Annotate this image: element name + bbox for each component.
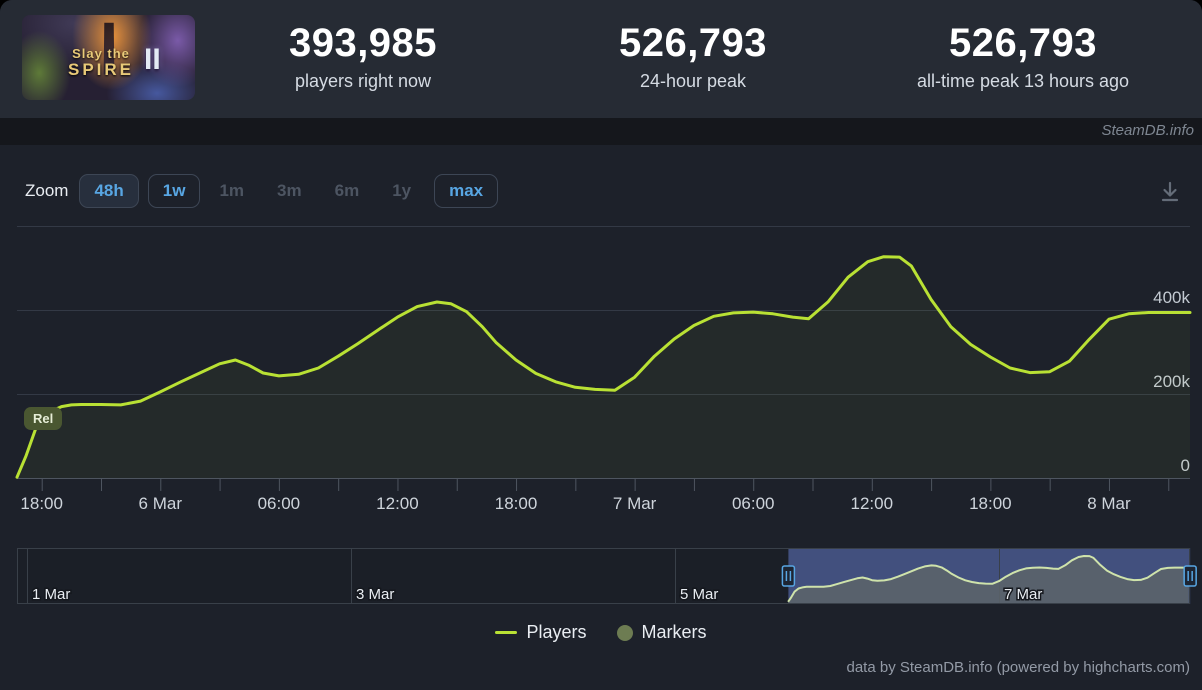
watermark-strip: SteamDB.info bbox=[0, 118, 1202, 145]
legend-label: Players bbox=[526, 622, 587, 642]
zoom-range-button-1m: 1m bbox=[209, 174, 254, 208]
game-logo-numeral: II bbox=[144, 43, 161, 76]
zoom-toolbar: Zoom 48h 1w 1m 3m 6m 1y max bbox=[25, 171, 507, 211]
navigator-right-handle[interactable] bbox=[1183, 565, 1197, 587]
release-marker-badge[interactable]: Rel bbox=[24, 407, 63, 430]
legend-label: Markers bbox=[641, 622, 707, 642]
players-line-chart[interactable]: 0 200k 400k 18:00 6 Mar 06:00 12:00 18:00 7 Mar 0… bbox=[0, 220, 1202, 545]
navigator-series-line bbox=[787, 555, 1189, 603]
header: Slay the SPIRE II 393,985 players right … bbox=[0, 0, 1202, 118]
stat-players-now: 393,985 players right now bbox=[213, 21, 513, 92]
x-axis-label: 12:00 bbox=[851, 494, 894, 513]
x-axis-label: 06:00 bbox=[732, 494, 775, 513]
download-chart-button[interactable] bbox=[1156, 178, 1184, 206]
y-axis-label: 200k bbox=[1153, 372, 1190, 391]
stat-alltime-peak-label: all-time peak 13 hours ago bbox=[916, 71, 1130, 91]
zoom-range-button-max[interactable]: max bbox=[434, 174, 499, 208]
zoom-range-button-6m: 6m bbox=[325, 174, 370, 208]
stat-players-now-value: 393,985 bbox=[288, 21, 438, 65]
game-logo-main: SPIRE bbox=[67, 59, 135, 79]
navigator-axis-label: 3 Mar bbox=[356, 586, 394, 603]
x-axis-label: 7 Mar bbox=[613, 494, 657, 513]
chart-legend: Players Markers bbox=[0, 622, 1202, 643]
legend-item-markers[interactable]: Markers bbox=[616, 622, 707, 643]
zoom-range-button-1w[interactable]: 1w bbox=[147, 174, 201, 208]
players-series-line[interactable] bbox=[15, 255, 1192, 479]
stat-alltime-peak: 526,793 all-time peak 13 hours ago bbox=[848, 21, 1198, 92]
stat-players-now-label: players right now bbox=[294, 71, 432, 91]
game-logo: Slay the SPIRE bbox=[58, 47, 144, 78]
zoom-range-button-48h[interactable]: 48h bbox=[79, 174, 139, 208]
x-axis-label: 18:00 bbox=[495, 494, 538, 513]
stat-24h-peak-value: 526,793 bbox=[618, 21, 768, 65]
legend-swatch-circle bbox=[616, 624, 633, 641]
zoom-range-button-3m: 3m bbox=[267, 174, 312, 208]
x-axis-label: 12:00 bbox=[376, 494, 419, 513]
steamdb-watermark: SteamDB.info bbox=[1101, 122, 1194, 139]
zoom-range-button-1y: 1y bbox=[382, 174, 421, 208]
credit-text: data by SteamDB.info (powered by highcha… bbox=[846, 659, 1191, 676]
x-axis-label: 18:00 bbox=[20, 494, 63, 513]
y-axis-label: 0 bbox=[1181, 456, 1190, 475]
x-axis-label: 6 Mar bbox=[139, 494, 183, 513]
navigator-left-handle[interactable] bbox=[781, 565, 796, 587]
download-icon bbox=[1161, 181, 1179, 202]
x-axis-label: 06:00 bbox=[258, 494, 301, 513]
zoom-toolbar-label: Zoom bbox=[25, 181, 69, 200]
game-logo-top: Slay the bbox=[72, 46, 130, 61]
x-axis-ticks bbox=[41, 479, 1170, 491]
y-axis-label: 400k bbox=[1153, 288, 1190, 307]
navigator-area-fill bbox=[788, 556, 1189, 603]
chart-navigator[interactable]: 1 Mar 3 Mar 5 Mar 7 Mar bbox=[0, 548, 1202, 605]
stat-24h-peak-label: 24-hour peak bbox=[639, 71, 747, 91]
legend-swatch-line bbox=[495, 631, 518, 634]
y-gridlines bbox=[17, 226, 1190, 479]
stat-alltime-peak-value: 526,793 bbox=[948, 21, 1098, 65]
navigator-axis-label: 1 Mar bbox=[32, 586, 70, 603]
game-capsule-link[interactable]: Slay the SPIRE II bbox=[22, 15, 195, 100]
navigator-axis-label: 5 Mar bbox=[680, 586, 718, 603]
x-axis-label: 8 Mar bbox=[1087, 494, 1131, 513]
players-area-fill bbox=[17, 256, 1190, 478]
legend-item-players[interactable]: Players bbox=[495, 622, 587, 643]
zoom-buttons-group: 48h 1w 1m 3m 6m 1y max bbox=[79, 174, 507, 208]
navigator-axis-label: 7 Mar bbox=[1004, 586, 1042, 603]
stat-24h-peak: 526,793 24-hour peak bbox=[543, 21, 843, 92]
x-axis-label: 18:00 bbox=[969, 494, 1012, 513]
